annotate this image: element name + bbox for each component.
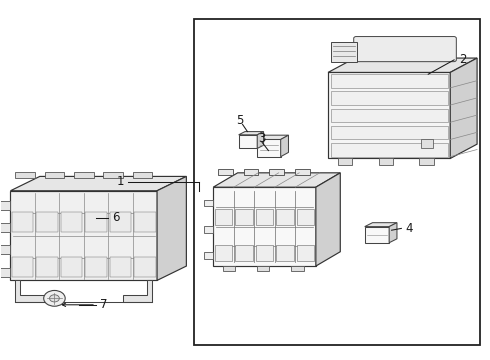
- Polygon shape: [365, 223, 397, 226]
- Bar: [0, 201, 10, 210]
- Polygon shape: [450, 58, 477, 158]
- Bar: [331, 126, 448, 139]
- Bar: [36, 212, 58, 232]
- Polygon shape: [257, 135, 289, 139]
- Polygon shape: [281, 135, 289, 157]
- Bar: [338, 158, 352, 165]
- Bar: [61, 212, 82, 232]
- Polygon shape: [328, 58, 477, 72]
- Bar: [204, 252, 213, 259]
- Bar: [12, 257, 33, 277]
- Polygon shape: [328, 72, 450, 158]
- Bar: [419, 158, 434, 165]
- Bar: [244, 169, 258, 175]
- Circle shape: [49, 295, 59, 302]
- Polygon shape: [213, 187, 316, 266]
- Bar: [421, 139, 433, 148]
- Bar: [276, 209, 294, 225]
- Text: 4: 4: [405, 222, 413, 235]
- Bar: [12, 212, 33, 232]
- Bar: [15, 172, 35, 178]
- Bar: [36, 257, 58, 277]
- Bar: [45, 172, 64, 178]
- Bar: [194, 19, 480, 345]
- Bar: [256, 244, 273, 261]
- Bar: [292, 266, 304, 271]
- Text: 2: 2: [459, 53, 466, 66]
- Bar: [256, 209, 273, 225]
- Bar: [379, 158, 393, 165]
- Bar: [74, 172, 94, 178]
- Bar: [61, 257, 82, 277]
- Polygon shape: [213, 173, 340, 187]
- Bar: [110, 212, 131, 232]
- Bar: [134, 212, 156, 232]
- Text: 7: 7: [99, 298, 107, 311]
- Bar: [215, 244, 232, 261]
- Polygon shape: [10, 191, 157, 280]
- Polygon shape: [239, 132, 264, 135]
- Bar: [204, 200, 213, 206]
- Bar: [134, 257, 156, 277]
- Bar: [235, 209, 253, 225]
- Polygon shape: [365, 226, 389, 243]
- Bar: [103, 172, 123, 178]
- Bar: [0, 223, 10, 232]
- Bar: [295, 169, 310, 175]
- Bar: [0, 246, 10, 255]
- Bar: [331, 42, 357, 62]
- Text: 5: 5: [237, 114, 244, 127]
- Polygon shape: [239, 135, 257, 148]
- FancyBboxPatch shape: [354, 37, 456, 62]
- Text: 6: 6: [112, 211, 119, 224]
- Bar: [331, 74, 448, 88]
- Text: 1: 1: [117, 175, 124, 188]
- Bar: [331, 91, 448, 105]
- Polygon shape: [10, 176, 186, 191]
- Text: 3: 3: [258, 132, 266, 145]
- Polygon shape: [389, 223, 397, 243]
- Polygon shape: [15, 280, 45, 302]
- Bar: [331, 109, 448, 122]
- Polygon shape: [123, 280, 152, 302]
- Bar: [270, 169, 284, 175]
- Polygon shape: [316, 173, 340, 266]
- Circle shape: [44, 291, 65, 306]
- Bar: [276, 244, 294, 261]
- Bar: [110, 257, 131, 277]
- Bar: [0, 268, 10, 277]
- Bar: [257, 266, 270, 271]
- Bar: [133, 172, 152, 178]
- Polygon shape: [157, 176, 186, 280]
- Bar: [204, 226, 213, 233]
- Bar: [331, 143, 448, 157]
- Bar: [85, 257, 107, 277]
- Bar: [297, 209, 315, 225]
- Polygon shape: [257, 132, 264, 148]
- Bar: [223, 266, 235, 271]
- Bar: [215, 209, 232, 225]
- Bar: [297, 244, 315, 261]
- Polygon shape: [257, 139, 281, 157]
- Bar: [85, 212, 107, 232]
- Bar: [218, 169, 233, 175]
- Bar: [235, 244, 253, 261]
